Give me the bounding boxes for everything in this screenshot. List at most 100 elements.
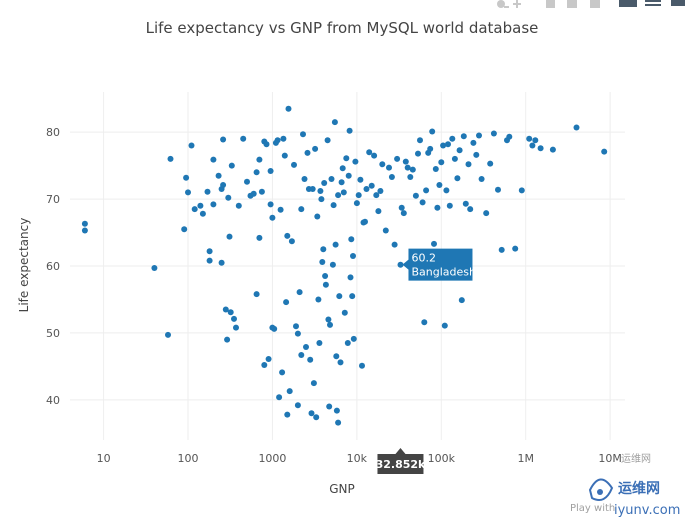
data-point[interactable] — [377, 188, 384, 194]
data-point[interactable] — [537, 145, 544, 152]
data-point[interactable] — [210, 156, 217, 163]
data-point[interactable] — [529, 142, 536, 149]
data-point[interactable] — [281, 152, 288, 159]
data-point[interactable] — [328, 176, 335, 182]
data-point[interactable] — [308, 410, 315, 417]
data-point[interactable] — [436, 182, 443, 188]
data-point[interactable] — [363, 186, 370, 192]
data-point[interactable] — [204, 188, 211, 195]
data-point[interactable] — [218, 259, 225, 266]
data-point[interactable] — [346, 127, 353, 134]
data-point[interactable] — [412, 192, 419, 199]
data-point[interactable] — [344, 340, 351, 346]
data-point[interactable] — [483, 210, 490, 217]
data-point[interactable] — [350, 335, 357, 342]
data-point[interactable] — [327, 321, 333, 328]
data-point[interactable] — [446, 202, 453, 209]
hover-closest-icon[interactable] — [619, 0, 637, 7]
data-point[interactable] — [256, 156, 263, 163]
data-point[interactable] — [326, 403, 333, 410]
play-with-text[interactable]: Play with — [570, 503, 615, 514]
data-point[interactable] — [316, 340, 323, 346]
data-point[interactable] — [352, 158, 359, 165]
data-point[interactable] — [353, 200, 360, 207]
data-point[interactable] — [322, 273, 329, 279]
data-point[interactable] — [269, 214, 276, 221]
data-point[interactable] — [343, 155, 350, 162]
data-point[interactable] — [197, 202, 204, 209]
data-point[interactable] — [185, 189, 191, 196]
data-point[interactable] — [314, 213, 321, 220]
data-point[interactable] — [320, 246, 327, 253]
data-point[interactable] — [312, 145, 319, 152]
data-point[interactable] — [336, 293, 343, 300]
data-point[interactable] — [432, 166, 439, 172]
data-point[interactable] — [347, 274, 354, 281]
data-point[interactable] — [215, 172, 222, 179]
data-point[interactable] — [261, 362, 268, 368]
data-point[interactable] — [304, 149, 311, 156]
data-point[interactable] — [438, 159, 445, 166]
data-point[interactable] — [506, 133, 513, 140]
data-point[interactable] — [253, 291, 260, 298]
data-point[interactable] — [460, 133, 467, 140]
data-point[interactable] — [402, 158, 409, 165]
data-point[interactable] — [199, 210, 206, 217]
data-point[interactable] — [337, 359, 344, 366]
data-point[interactable] — [324, 137, 331, 144]
data-point[interactable] — [487, 160, 494, 167]
data-point[interactable] — [315, 296, 322, 303]
data-point[interactable] — [373, 192, 380, 199]
data-point[interactable] — [271, 325, 278, 332]
data-point[interactable] — [298, 352, 305, 358]
data-point[interactable] — [165, 331, 171, 338]
data-point[interactable] — [267, 201, 274, 208]
data-point[interactable] — [427, 145, 434, 152]
data-point[interactable] — [319, 259, 326, 265]
data-point[interactable] — [458, 297, 465, 304]
data-point[interactable] — [220, 182, 227, 188]
pan-icon[interactable] — [513, 0, 521, 8]
data-point[interactable] — [348, 236, 355, 243]
data-point[interactable] — [240, 135, 247, 142]
data-point[interactable] — [473, 151, 480, 158]
data-point[interactable] — [253, 169, 260, 176]
data-point[interactable] — [355, 192, 362, 199]
data-point[interactable] — [286, 388, 293, 395]
data-point[interactable] — [283, 299, 290, 306]
data-point[interactable] — [417, 137, 423, 144]
data-point[interactable] — [233, 324, 239, 331]
data-point[interactable] — [288, 238, 295, 245]
data-point[interactable] — [256, 234, 263, 241]
data-point[interactable] — [222, 306, 229, 313]
data-point[interactable] — [359, 362, 365, 369]
data-point[interactable] — [231, 315, 237, 322]
data-point[interactable] — [227, 309, 234, 316]
data-point[interactable] — [279, 369, 286, 376]
data-point[interactable] — [465, 161, 472, 168]
data-point[interactable] — [397, 261, 404, 268]
data-point[interactable] — [294, 402, 301, 409]
data-point[interactable] — [470, 139, 477, 146]
data-point[interactable] — [258, 188, 265, 195]
data-point[interactable] — [379, 161, 386, 168]
data-point[interactable] — [228, 162, 235, 169]
data-point[interactable] — [462, 200, 469, 207]
data-point[interactable] — [250, 190, 257, 197]
data-point[interactable] — [301, 176, 308, 182]
data-point[interactable] — [398, 204, 405, 211]
data-point[interactable] — [368, 182, 375, 189]
data-point[interactable] — [409, 166, 416, 173]
data-point[interactable] — [445, 141, 451, 148]
data-point[interactable] — [293, 323, 299, 330]
data-point[interactable] — [310, 380, 317, 387]
data-point[interactable] — [400, 210, 407, 217]
data-point[interactable] — [443, 187, 450, 194]
autoscale-icon[interactable] — [590, 0, 600, 8]
data-point[interactable] — [451, 155, 458, 162]
data-point[interactable] — [291, 161, 297, 168]
data-point[interactable] — [349, 293, 356, 300]
data-point[interactable] — [490, 130, 497, 137]
data-point[interactable] — [167, 155, 174, 162]
data-point[interactable] — [81, 220, 88, 227]
